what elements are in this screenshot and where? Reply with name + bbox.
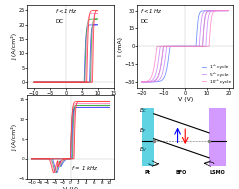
5ᵗʰ cycle <box>140 81 143 83</box>
Line: 10ᵗʰ cycle: 10ᵗʰ cycle <box>142 11 229 82</box>
5ᵗʰ cycle <box>208 9 211 12</box>
5ᵗʰ cycle <box>140 81 143 83</box>
Legend: 1ᵗʰ cycle, 5ᵗʰ cycle, 10ᵗʰ cycle: 1ᵗʰ cycle, 5ᵗʰ cycle, 10ᵗʰ cycle <box>200 63 233 86</box>
10ᵗʰ cycle <box>208 10 211 12</box>
1ᵗʰ cycle <box>203 10 206 12</box>
Text: $f$ <1 Hz: $f$ <1 Hz <box>55 7 78 15</box>
10ᵗʰ cycle <box>164 45 167 47</box>
1ᵗʰ cycle <box>140 81 143 83</box>
Text: $E_F$: $E_F$ <box>139 126 147 135</box>
Text: $f$ <1 Hz: $f$ <1 Hz <box>140 7 163 15</box>
5ᵗʰ cycle <box>203 10 206 12</box>
Text: $E_V$: $E_V$ <box>139 145 147 154</box>
5ᵗʰ cycle <box>227 9 230 12</box>
X-axis label: V (V): V (V) <box>63 97 78 102</box>
10ᵗʰ cycle <box>151 73 154 75</box>
Text: BFO: BFO <box>176 170 187 175</box>
Text: $E_C$: $E_C$ <box>139 106 147 115</box>
Text: $f$ = 1 kHz: $f$ = 1 kHz <box>71 164 98 172</box>
1ᵗʰ cycle <box>227 9 230 12</box>
1ᵗʰ cycle <box>182 45 185 47</box>
10ᵗʰ cycle <box>140 81 143 83</box>
10ᵗʰ cycle <box>140 81 143 83</box>
Y-axis label: J (A/cm²): J (A/cm²) <box>11 33 17 60</box>
5ᵗʰ cycle <box>182 45 185 47</box>
Text: DC: DC <box>140 19 148 24</box>
1ᵗʰ cycle <box>151 80 154 83</box>
1ᵗʰ cycle <box>164 72 167 74</box>
1ᵗʰ cycle <box>213 9 216 12</box>
Y-axis label: I (mA): I (mA) <box>118 37 123 56</box>
X-axis label: V (V): V (V) <box>63 187 78 189</box>
1ᵗʰ cycle <box>140 81 143 83</box>
1ᵗʰ cycle <box>208 9 211 12</box>
Bar <box>142 108 154 166</box>
10ᵗʰ cycle <box>182 45 185 47</box>
5ᵗʰ cycle <box>213 9 216 12</box>
X-axis label: V (V): V (V) <box>178 97 193 102</box>
Y-axis label: J (A/cm²): J (A/cm²) <box>11 123 17 151</box>
10ᵗʰ cycle <box>213 9 216 12</box>
Line: 1ᵗʰ cycle: 1ᵗʰ cycle <box>142 11 229 82</box>
Text: Pt: Pt <box>145 170 151 175</box>
Bar <box>154 108 209 166</box>
5ᵗʰ cycle <box>164 53 167 56</box>
5ᵗʰ cycle <box>151 79 154 81</box>
10ᵗʰ cycle <box>227 9 230 12</box>
Bar <box>209 108 226 166</box>
Line: 5ᵗʰ cycle: 5ᵗʰ cycle <box>142 11 229 82</box>
Text: DC: DC <box>55 19 63 24</box>
10ᵗʰ cycle <box>203 19 206 21</box>
Text: LSMO: LSMO <box>210 170 226 175</box>
